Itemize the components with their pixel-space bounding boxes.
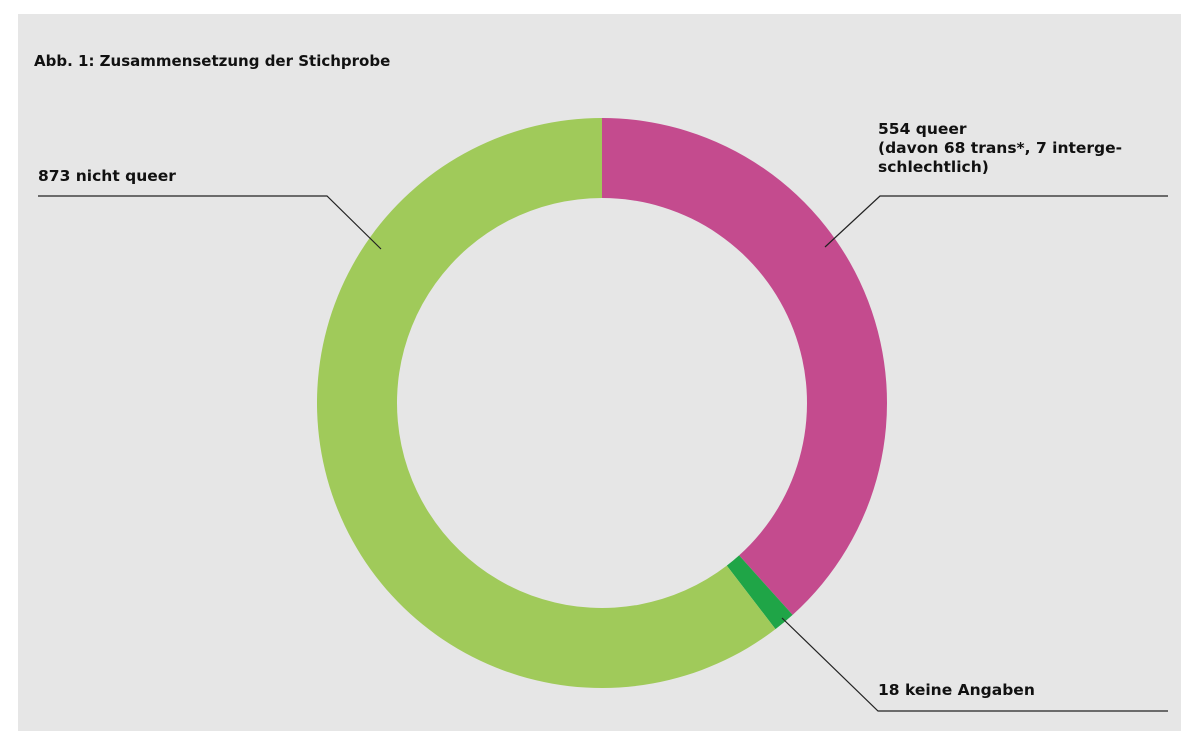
leader-line-queer — [824, 195, 1168, 248]
slice-queer — [602, 118, 887, 615]
leader-line-keine-angaben — [781, 617, 1168, 712]
chart-title: Abb. 1: Zusammensetzung der Stichprobe — [34, 52, 390, 70]
slice-keine-angaben — [726, 555, 793, 630]
label-queer-line-1: 554 queer — [878, 120, 967, 138]
leader-line-nicht-queer — [38, 195, 382, 250]
label-nicht-queer-line-1: 873 nicht queer — [38, 167, 176, 185]
label-keine-angaben-line-1: 18 keine Angaben — [878, 681, 1035, 699]
label-queer-line-3: schlechtlich) — [878, 158, 989, 176]
slice-nicht-queer — [316, 118, 776, 688]
label-queer-line-2: (davon 68 trans*, 7 interge- — [878, 139, 1122, 157]
